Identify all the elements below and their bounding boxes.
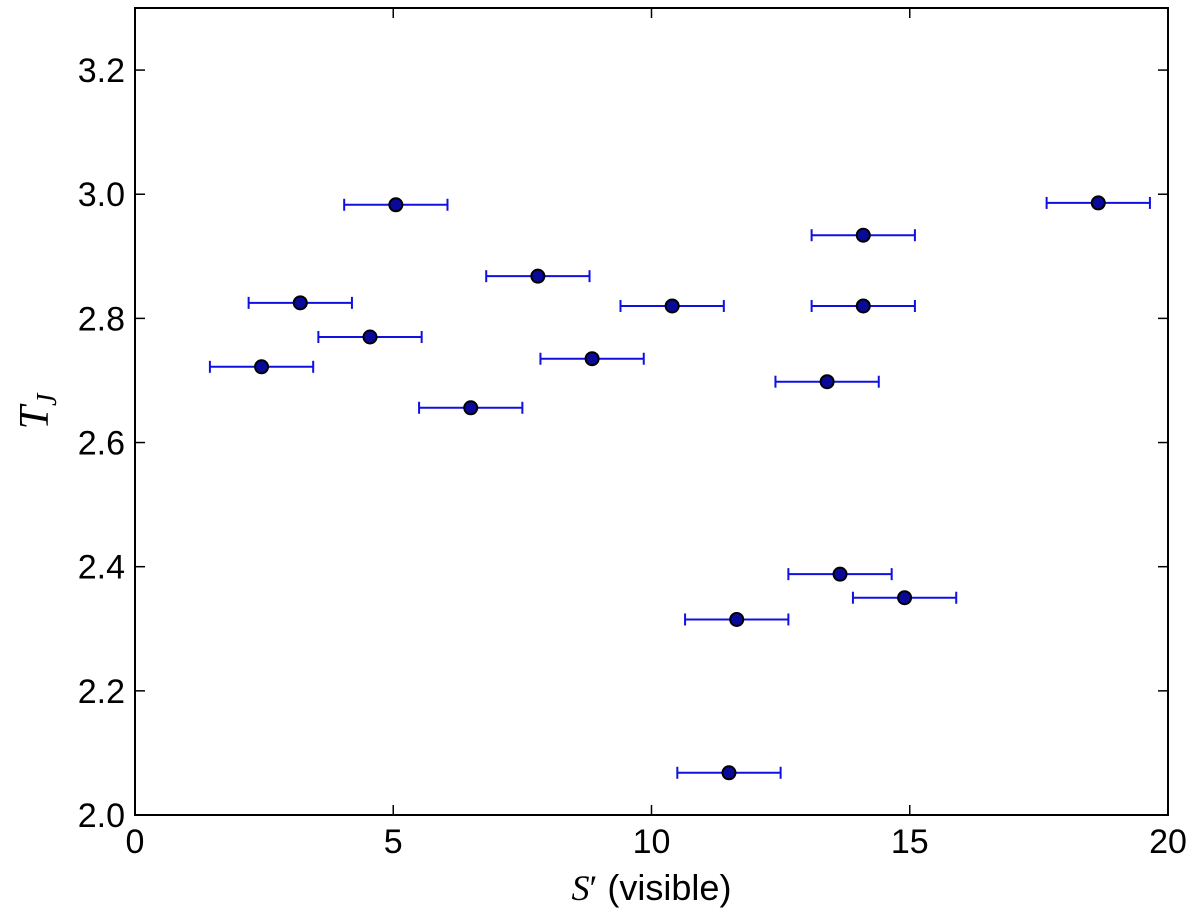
data-point <box>254 359 270 375</box>
x-tick-label: 20 <box>1149 823 1187 861</box>
x-axis-label-suffix: (visible) <box>597 867 731 908</box>
plot-area <box>134 7 1169 816</box>
x-axis-label: S′ (visible) <box>572 867 732 908</box>
data-point-group <box>619 298 725 314</box>
data-point-group <box>208 359 315 375</box>
y-tick-label: 2.0 <box>78 797 125 835</box>
data-point-group <box>1045 195 1151 211</box>
data-point <box>664 298 680 314</box>
y-axis-label: TJ <box>12 392 63 429</box>
data-point-group <box>810 298 916 314</box>
data-point <box>584 351 600 367</box>
y-axis-label-symbol: T <box>12 403 58 429</box>
data-point <box>819 374 835 390</box>
data-point-group <box>418 400 524 416</box>
data-point-group <box>774 374 880 390</box>
x-tick-label: 0 <box>126 823 145 861</box>
data-point-group <box>485 268 591 284</box>
data-point <box>832 566 848 582</box>
data-point <box>897 590 913 606</box>
y-tick-label: 3.2 <box>78 52 125 90</box>
data-point <box>530 268 546 284</box>
data-point-group <box>684 611 790 627</box>
data-point <box>855 227 871 243</box>
data-point-group <box>851 590 958 606</box>
y-tick-label: 2.2 <box>78 673 125 711</box>
axis-tick-labels: 0 5 10 15 20 2.0 2.2 2.4 2.6 2.8 3.0 3.2 <box>78 52 1187 861</box>
y-tick-label: 2.8 <box>78 300 125 338</box>
y-axis-label-subscript: J <box>32 392 63 406</box>
data-point <box>729 611 745 627</box>
data-point <box>721 765 737 781</box>
data-point <box>1090 195 1106 211</box>
x-axis-label-prime: ′ <box>590 868 598 908</box>
data-point <box>362 329 378 345</box>
data-point-group <box>787 566 893 582</box>
data-point-group <box>343 197 449 213</box>
x-tick-label: 15 <box>891 823 929 861</box>
data-point-group <box>810 227 916 243</box>
axis-ticks <box>134 8 1169 816</box>
data-point <box>388 197 404 213</box>
data-point-group <box>317 329 423 345</box>
data-point-group <box>539 351 645 367</box>
data-points <box>208 195 1151 781</box>
data-point <box>855 298 871 314</box>
data-point <box>463 400 479 416</box>
x-axis-label-symbol: S <box>572 868 590 908</box>
data-point-group <box>676 765 782 781</box>
y-tick-label: 3.0 <box>78 176 125 214</box>
data-point <box>292 295 308 311</box>
data-point-group <box>247 295 353 311</box>
y-tick-label: 2.4 <box>78 549 125 587</box>
x-tick-label: 5 <box>384 823 403 861</box>
x-tick-label: 10 <box>633 823 671 861</box>
y-tick-label: 2.6 <box>78 425 125 463</box>
